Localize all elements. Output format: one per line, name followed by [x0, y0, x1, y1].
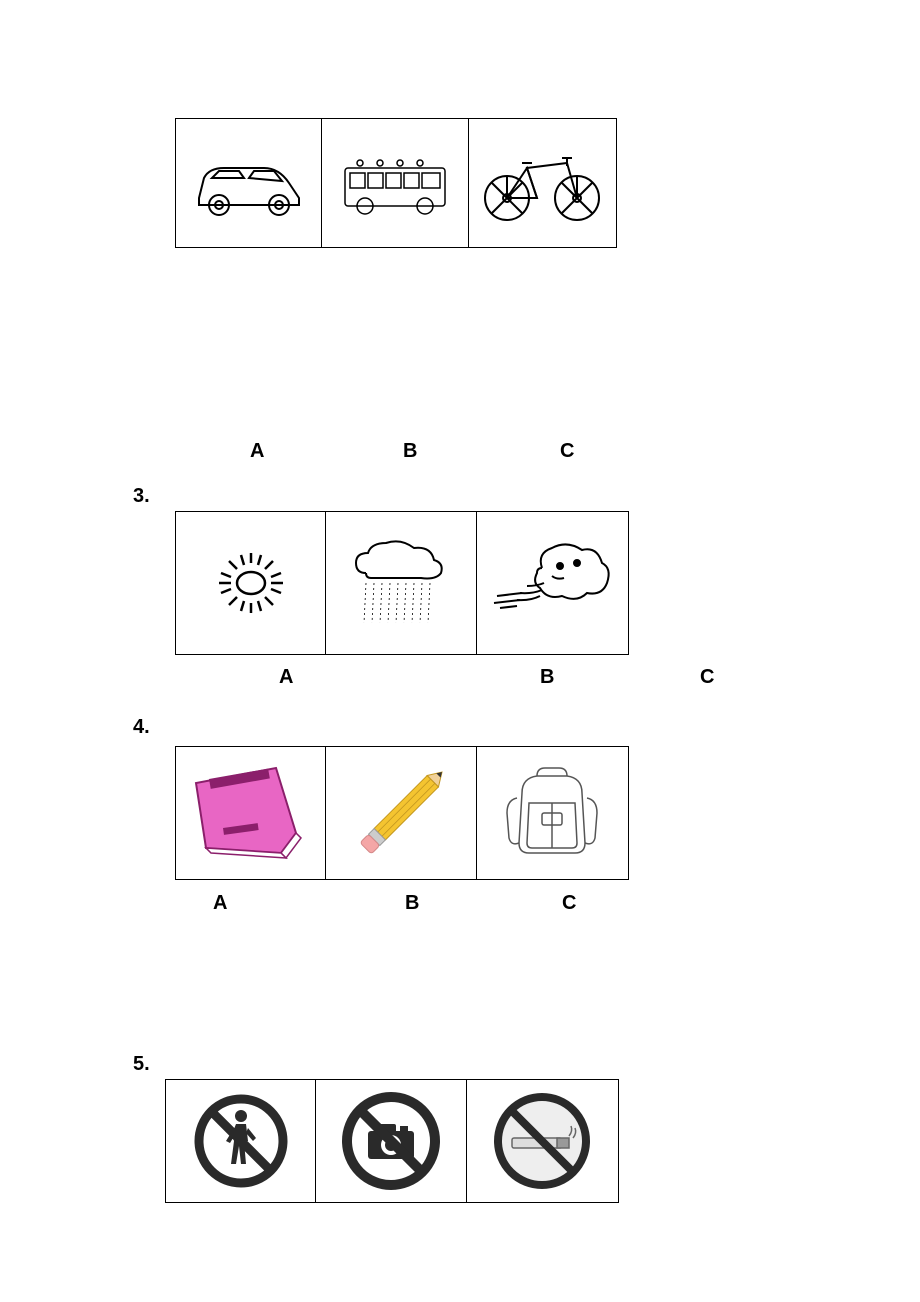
label-a-2: A [279, 666, 293, 689]
wind-icon [482, 528, 622, 638]
car-icon [184, 143, 314, 223]
no-walk-icon [186, 1086, 296, 1196]
grid-school [175, 746, 629, 880]
label-c-1: C [560, 440, 574, 463]
no-camera-icon [336, 1086, 446, 1196]
cell-bus [322, 119, 468, 247]
label-a-1: A [250, 440, 264, 463]
cell-wind [477, 512, 628, 654]
bicycle-icon [472, 138, 612, 228]
grid-signs [165, 1079, 619, 1203]
pencil-icon [331, 753, 471, 873]
sun-icon [191, 533, 311, 633]
no-smoke-icon [487, 1086, 597, 1196]
question-num-4: 4. [133, 716, 150, 739]
label-b-1: B [403, 440, 417, 463]
cell-no-smoke [467, 1080, 618, 1202]
cell-no-walk [166, 1080, 316, 1202]
cell-backpack [477, 747, 628, 879]
cell-car [176, 119, 322, 247]
label-a-3: A [213, 892, 227, 915]
label-b-3: B [405, 892, 419, 915]
question-num-3: 3. [133, 485, 150, 508]
label-c-2: C [700, 666, 714, 689]
cell-no-camera [316, 1080, 466, 1202]
cell-sun [176, 512, 326, 654]
cell-pencil [326, 747, 476, 879]
grid-vehicles [175, 118, 617, 248]
cell-bicycle [469, 119, 616, 247]
cell-notebook [176, 747, 326, 879]
grid-weather [175, 511, 629, 655]
cell-rain [326, 512, 476, 654]
bus-icon [330, 143, 460, 223]
label-c-3: C [562, 892, 576, 915]
label-b-2: B [540, 666, 554, 689]
notebook-icon [181, 753, 321, 873]
rain-icon [336, 528, 466, 638]
question-num-5: 5. [133, 1053, 150, 1076]
backpack-icon [487, 758, 617, 868]
